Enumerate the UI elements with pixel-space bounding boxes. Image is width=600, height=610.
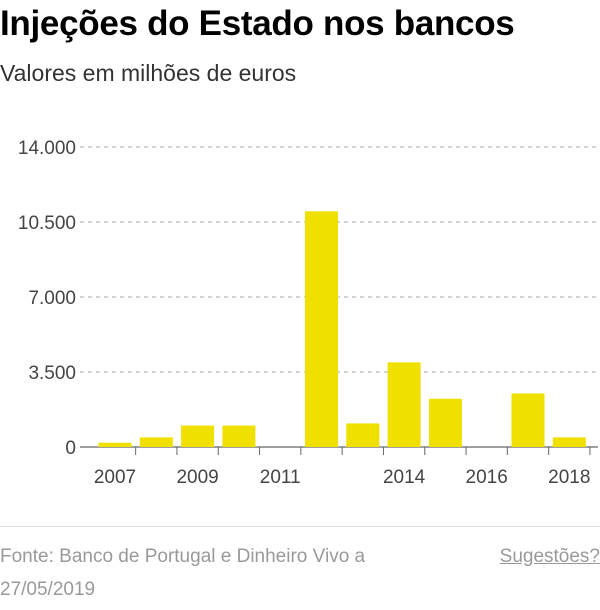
bar-2007 [98,442,132,447]
x-tick-label: 2007 [94,467,136,488]
source-note: Fonte: Banco de Portugal e Dinheiro Vivo… [0,546,366,600]
x-axis: 2007 2009 2011 2014 2016 2018 [94,447,591,488]
bar-2013 [346,423,380,447]
y-tick-label: 0 [65,438,76,459]
x-tick-label: 2009 [176,467,218,488]
bar-2010 [222,425,256,447]
y-tick-label: 10.500 [18,213,76,234]
x-tick-label: 2016 [466,467,508,488]
bar-2012 [305,211,338,447]
chart-subtitle: Valores em milhões de euros [0,60,297,86]
footer-divider [0,526,600,527]
y-tick-label: 3.500 [28,363,76,384]
x-tick-label: 2014 [383,467,426,488]
y-axis: 0 3.500 7.000 10.500 14.000 [18,138,76,459]
suggestions-link[interactable]: Sugestões? [499,546,600,567]
bar-2015 [428,398,462,447]
chart-title: Injeções do Estado nos bancos [0,4,515,43]
bar-2008 [139,437,173,447]
bar-2009 [181,425,215,447]
y-tick-label: 14.000 [18,138,76,159]
y-tick-label: 7.000 [28,288,76,309]
x-tick-label: 2011 [260,467,301,488]
bar-2017 [511,393,545,447]
x-tick-label: 2018 [548,467,590,488]
bar-2018 [552,437,586,447]
bar-chart: 0 3.500 7.000 10.500 14.000 2007 2009 2011 2014… [18,138,598,488]
bars [98,211,586,447]
bar-2014 [387,362,421,447]
